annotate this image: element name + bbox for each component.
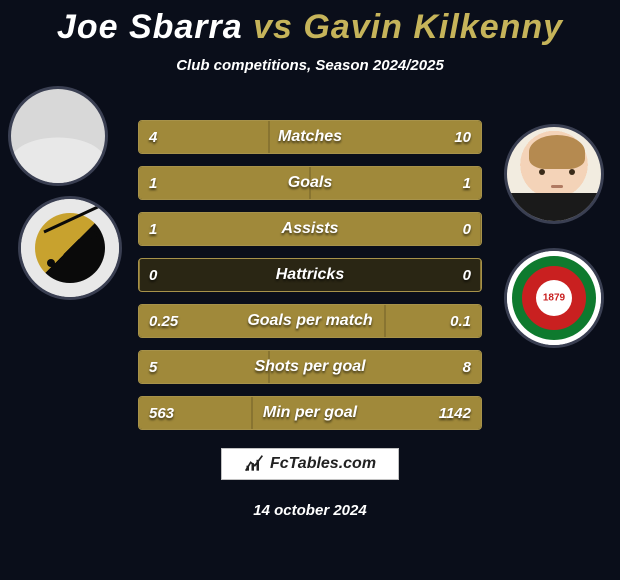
player2-name: Gavin Kilkenny: [303, 8, 563, 46]
stat-label: Shots per goal: [139, 351, 481, 383]
generated-date: 14 october 2024: [0, 502, 620, 519]
stat-row: 00Hattricks: [138, 258, 482, 292]
stat-row: 10Assists: [138, 212, 482, 246]
comparison-title: Joe Sbarra vs Gavin Kilkenny: [0, 0, 620, 47]
stat-row: 11Goals: [138, 166, 482, 200]
player1-club-crest: [18, 196, 122, 300]
stat-label: Matches: [139, 121, 481, 153]
logo-text: FcTables.com: [270, 455, 376, 473]
stats-bars: 410Matches 11Goals 10Assists 00Hattricks 0.2…: [138, 120, 482, 442]
stat-label: Assists: [139, 213, 481, 245]
subtitle: Club competitions, Season 2024/2025: [0, 57, 620, 74]
crest-year: 1879: [543, 293, 565, 304]
player2-club-crest: 1879: [504, 248, 604, 348]
vs-word: vs: [253, 8, 293, 46]
player1-name: Joe Sbarra: [57, 8, 243, 46]
stat-label: Hattricks: [139, 259, 481, 291]
stat-row: 0.250.1Goals per match: [138, 304, 482, 338]
stat-row: 5631142Min per goal: [138, 396, 482, 430]
player1-avatar: [8, 86, 108, 186]
chart-icon: [244, 454, 264, 474]
stat-label: Goals per match: [139, 305, 481, 337]
stat-row: 58Shots per goal: [138, 350, 482, 384]
stat-label: Goals: [139, 167, 481, 199]
stat-row: 410Matches: [138, 120, 482, 154]
player2-avatar: [504, 124, 604, 224]
fctables-logo: FcTables.com: [221, 448, 399, 480]
stat-label: Min per goal: [139, 397, 481, 429]
